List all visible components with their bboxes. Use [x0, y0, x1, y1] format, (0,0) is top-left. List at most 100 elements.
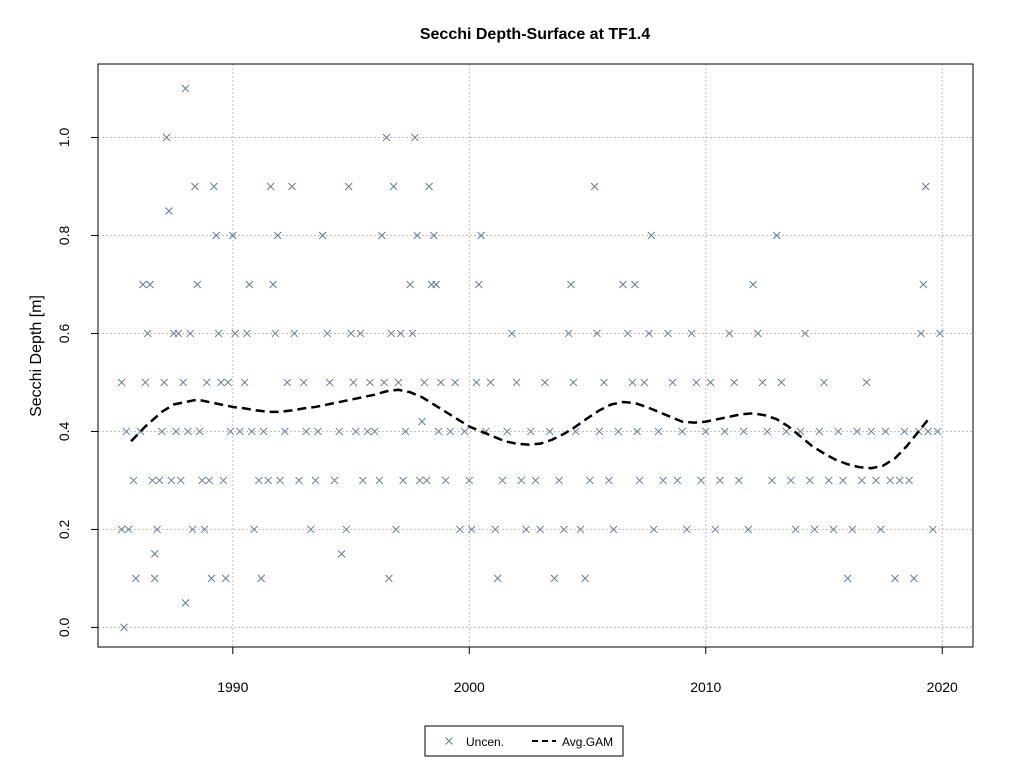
- data-point: [226, 427, 235, 436]
- data-point: [349, 378, 358, 387]
- data-point: [609, 525, 618, 534]
- data-point: [181, 84, 190, 93]
- data-point: [763, 427, 772, 436]
- data-point: [288, 182, 296, 191]
- data-point: [408, 329, 417, 338]
- data-point: [167, 476, 176, 485]
- data-point: [848, 525, 857, 534]
- data-point: [555, 476, 564, 485]
- data-point: [649, 525, 658, 534]
- data-point: [787, 476, 795, 485]
- data-point: [749, 280, 757, 289]
- data-point: [162, 133, 171, 142]
- y-axis-label: Secchi Depth [m]: [28, 295, 45, 417]
- data-point: [406, 280, 415, 289]
- data-point: [735, 476, 743, 485]
- data-point: [593, 329, 601, 338]
- data-point: [805, 476, 814, 485]
- data-point: [867, 427, 876, 436]
- data-point: [730, 378, 739, 387]
- data-point: [810, 525, 819, 534]
- data-point: [150, 574, 159, 583]
- x-tick-label: 1990: [217, 679, 248, 695]
- data-point: [560, 525, 568, 534]
- data-point: [224, 378, 232, 387]
- data-point: [857, 476, 866, 485]
- data-point: [604, 476, 613, 485]
- data-point: [425, 182, 433, 191]
- data-point: [269, 280, 277, 289]
- data-point: [370, 427, 379, 436]
- data-point: [347, 329, 355, 338]
- data-point: [193, 280, 202, 289]
- line-layer: [130, 388, 932, 470]
- data-point: [843, 574, 852, 583]
- data-point: [891, 574, 899, 583]
- data-point: [143, 329, 152, 338]
- legend: Uncen. Avg.GAM: [424, 725, 624, 757]
- data-point: [283, 378, 292, 387]
- data-point: [117, 525, 126, 534]
- data-point: [472, 378, 481, 387]
- x-tick-label: 2000: [454, 679, 485, 695]
- data-point: [231, 329, 240, 338]
- data-point: [498, 476, 507, 485]
- data-point: [176, 476, 185, 485]
- legend-label-uncen: Uncen.: [466, 735, 504, 749]
- data-point: [595, 427, 604, 436]
- plot-frame: [97, 63, 974, 648]
- data-point: [581, 574, 590, 583]
- data-point: [872, 476, 880, 485]
- legend-x-marker: [445, 737, 453, 745]
- data-point: [434, 427, 443, 436]
- data-point: [668, 378, 677, 387]
- axis-layer: 1990 2000 2010 2020 0.0 0.2 0.4 0.6 0.8 1.0: [56, 128, 958, 695]
- data-point: [465, 476, 474, 485]
- data-point: [385, 574, 393, 583]
- y-tick-label: 0.2: [56, 519, 72, 539]
- data-point: [221, 574, 230, 583]
- data-point: [645, 329, 653, 338]
- data-point: [295, 476, 303, 485]
- data-point: [276, 476, 284, 485]
- data-point: [467, 525, 476, 534]
- data-point: [678, 427, 686, 436]
- data-point: [474, 280, 483, 289]
- data-point: [330, 476, 339, 485]
- data-point: [207, 574, 216, 583]
- data-point: [302, 427, 310, 436]
- data-point: [460, 427, 469, 436]
- data-point: [415, 476, 424, 485]
- data-point: [569, 378, 578, 387]
- data-point: [928, 525, 937, 534]
- x-tick-label: 2010: [690, 679, 721, 695]
- data-point: [150, 550, 159, 558]
- legend-label-gam: Avg.GAM: [562, 735, 613, 749]
- data-point: [380, 378, 389, 387]
- data-point: [673, 476, 682, 485]
- data-point: [924, 427, 932, 436]
- legend-box: [424, 725, 624, 757]
- y-tick-label: 1.0: [56, 128, 72, 148]
- data-point: [917, 329, 925, 338]
- data-point: [881, 427, 890, 436]
- data-point: [862, 378, 871, 387]
- data-point: [706, 378, 715, 387]
- data-point: [202, 378, 211, 387]
- data-point: [576, 525, 585, 534]
- data-point: [375, 476, 384, 485]
- data-point: [219, 476, 228, 485]
- data-point: [517, 476, 526, 485]
- data-point: [687, 329, 696, 338]
- data-point: [401, 427, 410, 436]
- data-point: [335, 427, 344, 436]
- data-point: [174, 329, 183, 338]
- data-point: [210, 182, 218, 191]
- data-point: [422, 476, 431, 485]
- data-point: [359, 476, 367, 485]
- data-point: [377, 231, 386, 240]
- data-point: [697, 476, 705, 485]
- data-point: [824, 476, 833, 485]
- data-point: [351, 427, 360, 436]
- data-point: [342, 525, 351, 534]
